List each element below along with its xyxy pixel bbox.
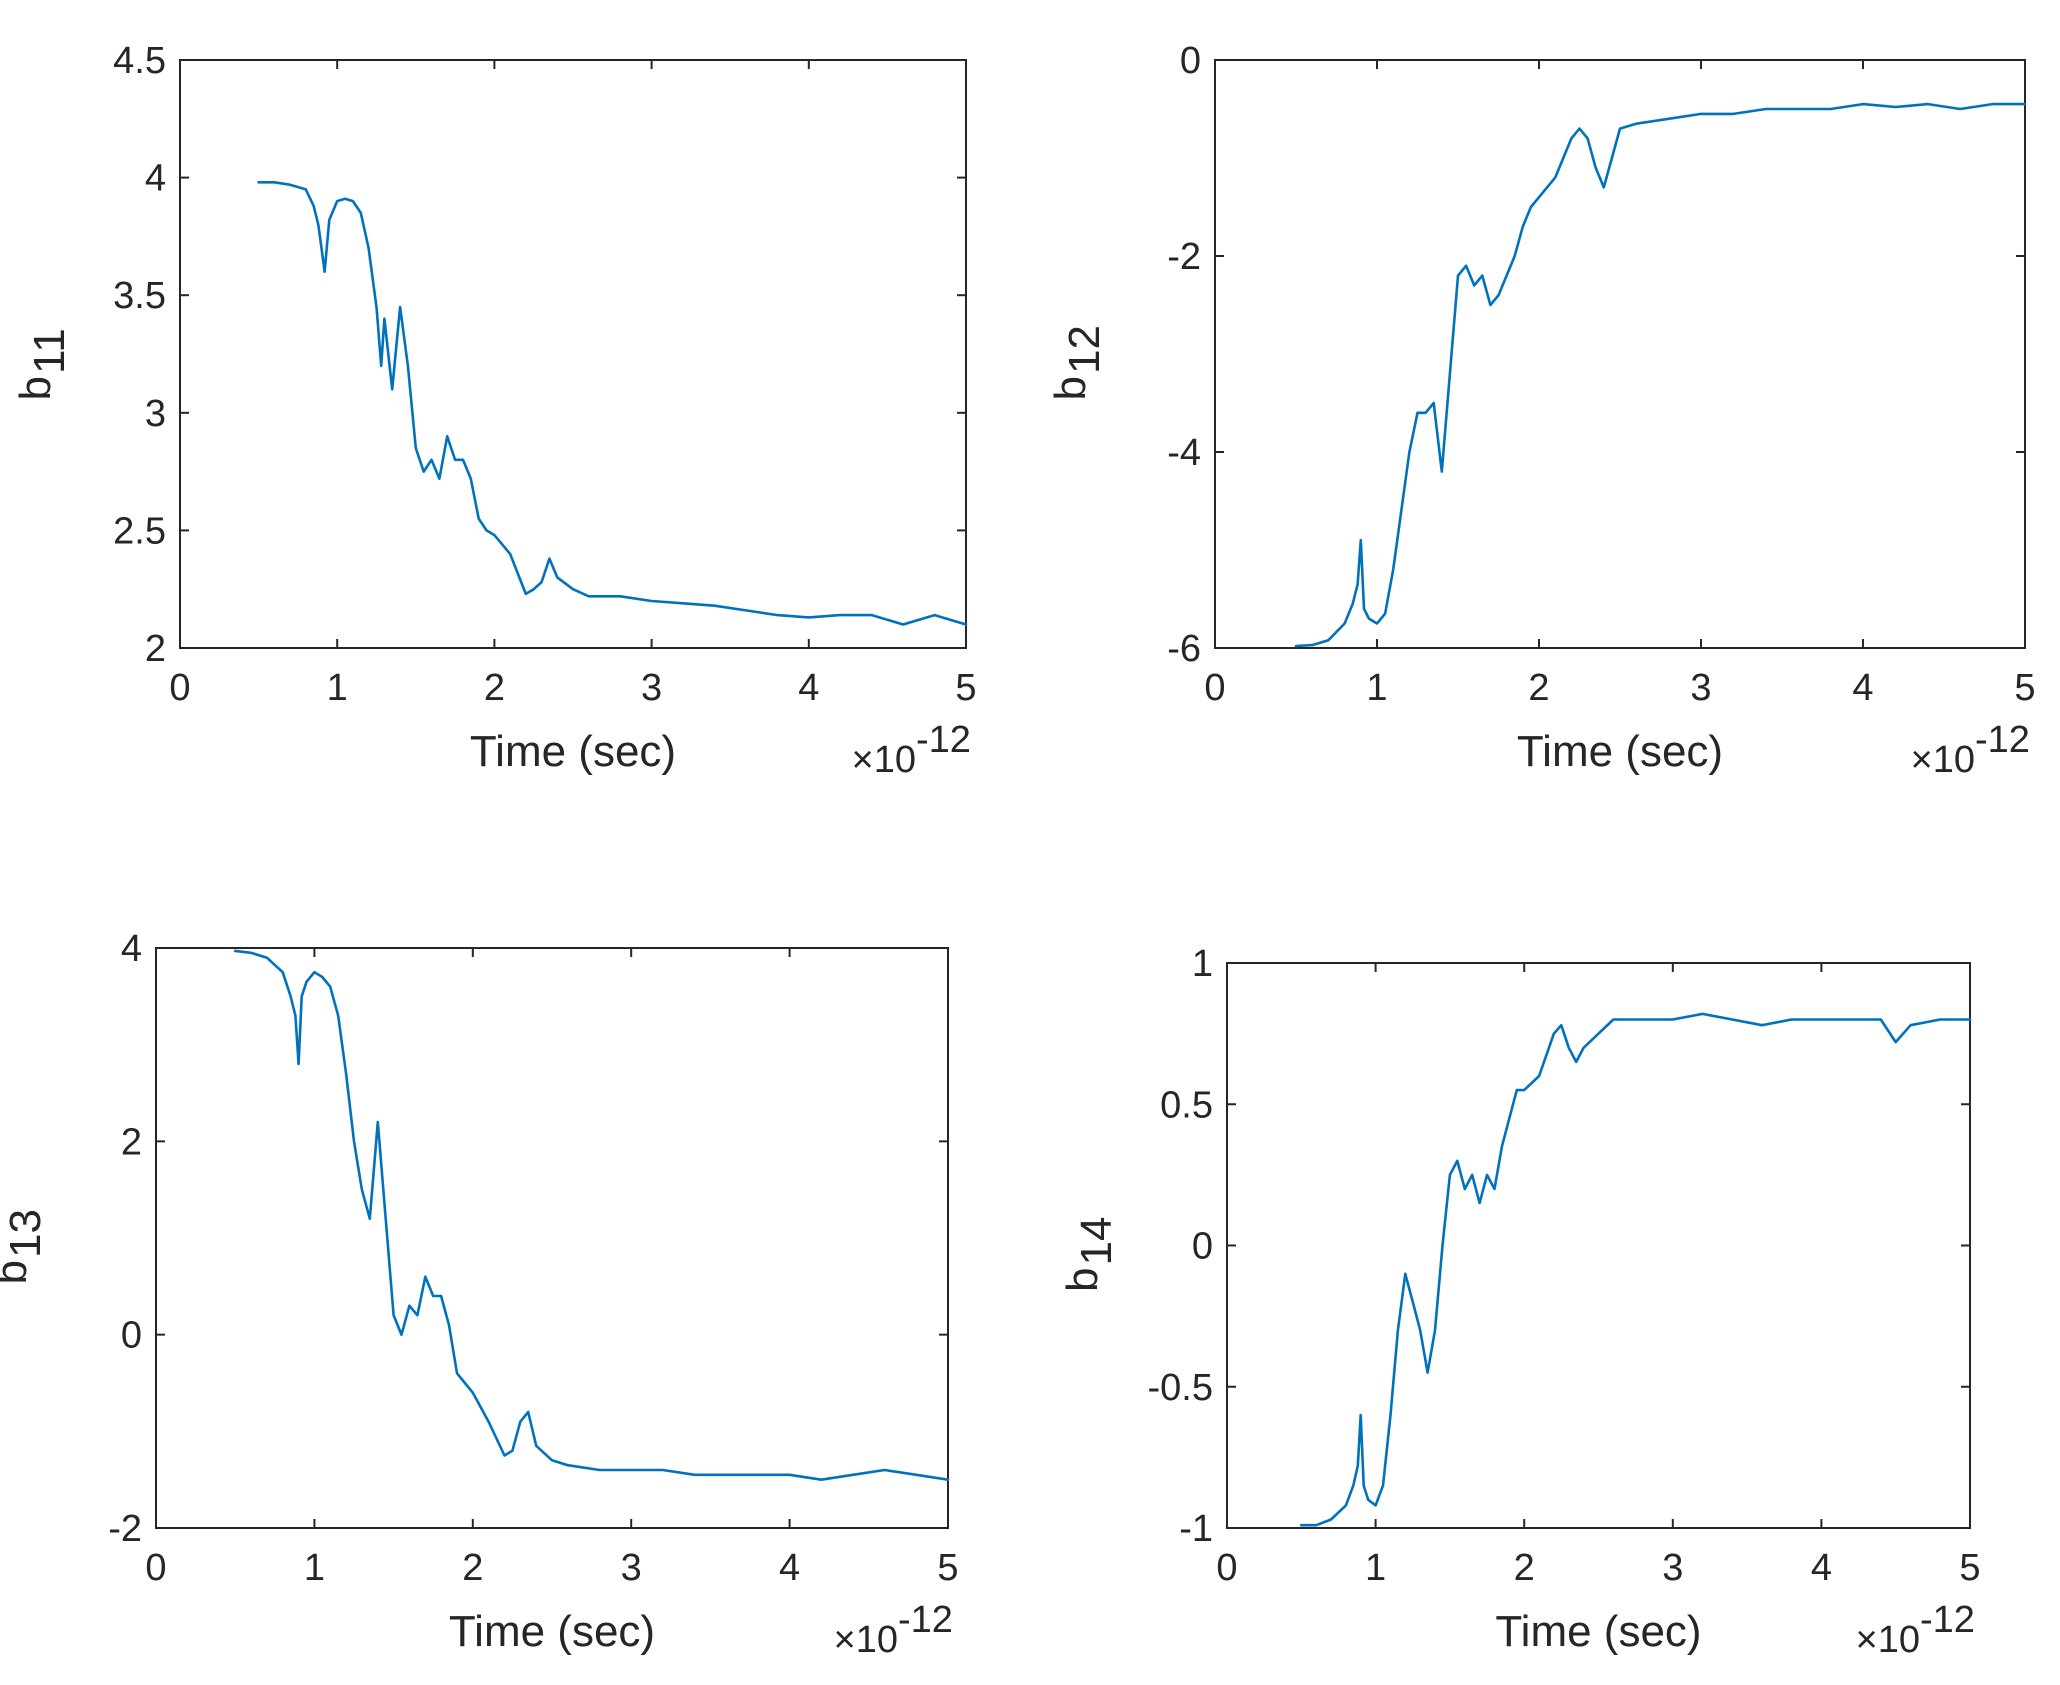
chart-b11-xlabel: Time (sec) (470, 727, 676, 776)
chart-b13-ytick-label: 2 (121, 1121, 142, 1163)
chart-b11-xtick-label: 5 (955, 667, 976, 709)
chart-b14-ylabel: b14 (1058, 1217, 1121, 1292)
chart-b11-axes-box (179, 59, 967, 649)
chart-b14-ytick-label: 1 (1192, 943, 1213, 985)
chart-b14-ytick-label: 0.5 (1160, 1084, 1213, 1126)
chart-b12-axes-box (1214, 59, 2026, 649)
chart-b14-series-line (1300, 1012, 1972, 1527)
chart-b12-xtick-label: 1 (1366, 667, 1387, 709)
chart-b13-ytick-label: 0 (121, 1315, 142, 1357)
chart-b12-ytick-label: 0 (1180, 40, 1201, 82)
chart-b13-xlabel: Time (sec) (449, 1607, 655, 1656)
chart-b12-xtick-label: 0 (1204, 667, 1225, 709)
chart-b11-x-multiplier: ×10 (852, 739, 916, 781)
chart-b14-x-multiplier: ×10 (1856, 1619, 1920, 1661)
chart-b13-xtick-label: 5 (937, 1547, 958, 1589)
chart-b14-xtick-label: 2 (1514, 1547, 1535, 1589)
chart-b11-xtick-label: 1 (327, 667, 348, 709)
chart-b13-ytick-label: -2 (108, 1508, 142, 1550)
chart-b11-ylabel-base: b (11, 376, 60, 400)
chart-b14-ytick-label: -0.5 (1148, 1367, 1213, 1409)
chart-b12-x-multiplier: ×10 (1911, 739, 1975, 781)
chart-b13-ylabel-subscript: 13 (1, 1209, 50, 1258)
chart-b11-x-multiplier-exponent: -12 (916, 719, 971, 761)
chart-b11-xtick-label: 3 (641, 667, 662, 709)
chart-b11-ytick-label: 2 (145, 628, 166, 670)
chart-b14-xlabel: Time (sec) (1495, 1607, 1701, 1656)
chart-b12-ytick-label: -4 (1167, 432, 1201, 474)
chart-b12-xtick-label: 2 (1528, 667, 1549, 709)
chart-b12-xtick-label: 5 (2014, 667, 2035, 709)
chart-b12-xlabel: Time (sec) (1517, 727, 1723, 776)
chart-b13-axes-box (155, 947, 949, 1529)
chart-b11-ylabel: b11 (11, 328, 74, 400)
chart-b11-ylabel-subscript: 11 (25, 328, 74, 374)
chart-b14-xtick-label: 4 (1811, 1547, 1832, 1589)
chart-b13-ylabel-base: b (0, 1260, 36, 1284)
chart-b11-ytick-label: 4.5 (113, 40, 166, 82)
chart-b12-ytick-label: -2 (1167, 236, 1201, 278)
subplot-b14: 0 1 2 3 4 5 -1 -0.5 0 0.5 1 Time (sec) ×10 -12 b14 (1058, 943, 1981, 1661)
chart-b12-ytick-label: -6 (1167, 628, 1201, 670)
chart-b12-xtick-label: 4 (1852, 667, 1873, 709)
chart-b13-xtick-label: 2 (462, 1547, 483, 1589)
chart-b14-ytick-label: -1 (1179, 1508, 1213, 1550)
chart-b14-xtick-label: 5 (1959, 1547, 1980, 1589)
chart-b11-xtick-label: 0 (169, 667, 190, 709)
chart-b14-xtick-label: 1 (1365, 1547, 1386, 1589)
chart-b14-x-multiplier-exponent: -12 (1920, 1599, 1975, 1641)
chart-b12-series-line (1294, 102, 2027, 648)
chart-b11-xtick-label: 2 (484, 667, 505, 709)
chart-b14-ylabel-subscript: 14 (1072, 1217, 1121, 1266)
chart-b13-xtick-label: 1 (304, 1547, 325, 1589)
chart-b13-xtick-label: 4 (779, 1547, 800, 1589)
chart-b12-ylabel: b12 (1046, 325, 1109, 400)
chart-b13-xtick-label: 0 (145, 1547, 166, 1589)
chart-b12-xtick-label: 3 (1690, 667, 1711, 709)
chart-b13-ylabel: b13 (0, 1209, 50, 1284)
chart-b12-ylabel-base: b (1046, 376, 1095, 400)
chart-b11-ytick-label: 3 (145, 393, 166, 435)
chart-b13-x-multiplier-exponent: -12 (898, 1599, 953, 1641)
chart-b13-x-multiplier: ×10 (834, 1619, 898, 1661)
chart-b14-xtick-label: 3 (1662, 1547, 1683, 1589)
chart-b11-ytick-label: 3.5 (113, 275, 166, 317)
subplot-b11: 0 1 2 3 4 5 2 2.5 3 3.5 4 4.5 Time (sec) ×10 -12 b11 (11, 40, 977, 781)
chart-b11-ytick-label: 2.5 (113, 510, 166, 552)
chart-b13-xtick-label: 3 (621, 1547, 642, 1589)
chart-b13-ytick-label: 4 (121, 928, 142, 970)
chart-b14-xtick-label: 0 (1216, 1547, 1237, 1589)
chart-b11-xtick-label: 4 (798, 667, 819, 709)
chart-b12-x-multiplier-exponent: -12 (1975, 719, 2030, 761)
chart-b11-series-line (257, 181, 968, 626)
chart-b14-ylabel-base: b (1058, 1268, 1107, 1292)
chart-b14-axes-box (1226, 962, 1971, 1529)
chart-b14-ytick-label: 0 (1192, 1226, 1213, 1268)
chart-b12-ylabel-subscript: 12 (1060, 325, 1109, 374)
chart-b13-series-line (233, 949, 950, 1481)
chart-b11-ytick-label: 4 (145, 158, 166, 200)
